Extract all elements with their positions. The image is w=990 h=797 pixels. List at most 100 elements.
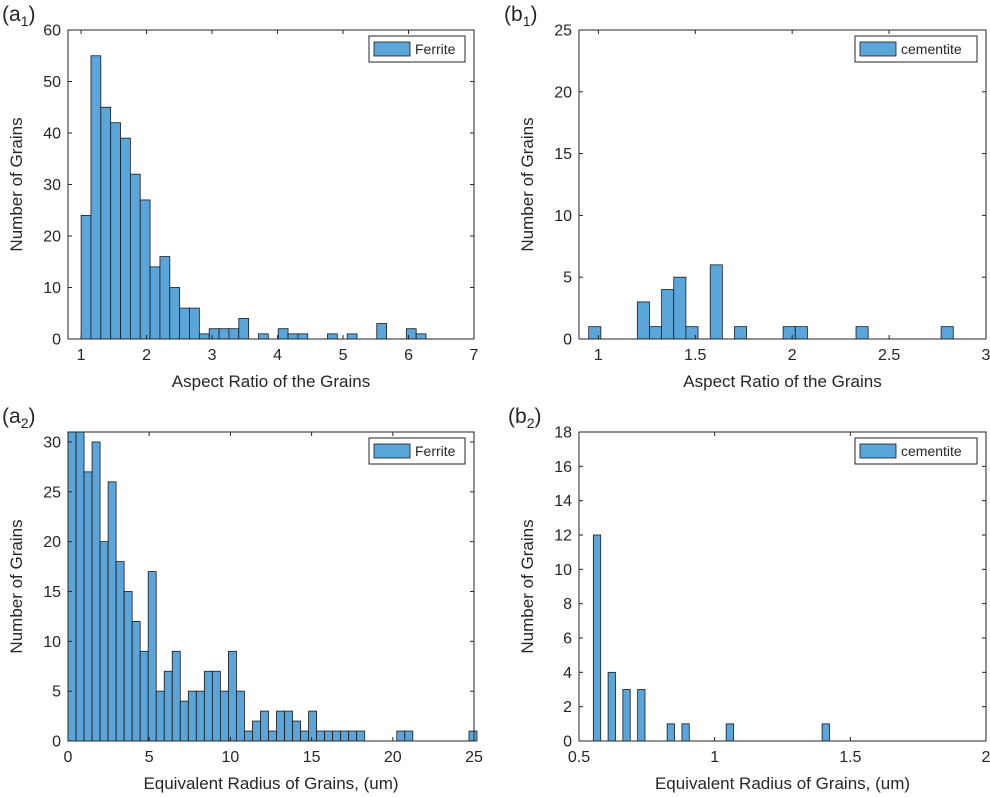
y-tick-label: 10 — [554, 208, 572, 225]
histogram-bar — [268, 730, 277, 742]
axes-box — [578, 29, 987, 340]
histogram-bar — [277, 328, 289, 340]
y-tick-label: 10 — [554, 562, 572, 579]
legend-swatch — [859, 443, 897, 459]
histogram-bar — [415, 333, 427, 340]
histogram-bar — [169, 287, 181, 340]
legend-label: cementite — [901, 41, 962, 57]
histogram-bar — [83, 471, 93, 742]
x-tick-label: 2 — [142, 347, 151, 364]
bars — [67, 431, 478, 742]
y-tick-label: 25 — [554, 23, 572, 40]
legend: Ferrite — [368, 437, 466, 465]
histogram-bar — [666, 723, 675, 742]
histogram-bar — [258, 333, 269, 340]
y-tick-label: 25 — [43, 484, 61, 501]
histogram-bar — [661, 289, 675, 340]
histogram-bar — [218, 328, 230, 340]
histogram-bar — [636, 301, 650, 340]
y-axis-label: Number of Grains — [7, 117, 26, 251]
legend: cementite — [854, 437, 978, 465]
histogram-bar — [208, 328, 220, 340]
histogram-bar — [131, 620, 141, 742]
y-axis-label: Number of Grains — [518, 519, 537, 653]
y-tick-label: 60 — [43, 23, 61, 40]
histogram-bar — [297, 333, 309, 340]
y-tick-label: 8 — [563, 596, 572, 613]
y-tick-label: 0 — [52, 332, 61, 349]
histogram-bar — [155, 690, 165, 742]
y-tick-label: 20 — [554, 84, 572, 101]
histogram-bar — [300, 730, 309, 742]
panel-b2-label: (b2) — [508, 405, 541, 431]
legend-swatch — [373, 443, 411, 459]
x-tick-label: 20 — [384, 749, 402, 766]
x-tick-label: 3 — [982, 347, 990, 364]
histogram-bar — [179, 700, 189, 742]
histogram-bar — [260, 710, 269, 742]
x-tick-label: 2 — [982, 749, 990, 766]
x-tick-label: 5 — [145, 749, 154, 766]
histogram-bar — [244, 730, 253, 742]
legend: cementite — [854, 35, 978, 63]
histogram-bar — [123, 591, 133, 742]
y-tick-label: 18 — [554, 425, 572, 442]
y-tick-label: 30 — [43, 434, 61, 451]
histogram-bar — [468, 730, 478, 742]
y-tick-label: 15 — [43, 584, 61, 601]
histogram-bar — [147, 571, 157, 742]
histogram-bar — [607, 671, 616, 742]
panel-a2-label: (a2) — [2, 405, 35, 431]
histogram-bar — [238, 317, 250, 340]
histogram-bar — [673, 276, 687, 340]
y-axis-label: Number of Grains — [7, 519, 26, 653]
x-axis-label: Equivalent Radius of Grains, (um) — [143, 774, 398, 793]
y-tick-label: 15 — [554, 146, 572, 163]
histogram-bar — [405, 328, 417, 340]
histogram-bar — [67, 431, 77, 742]
histogram-bar — [129, 173, 141, 340]
histogram-bar — [107, 481, 117, 742]
axes-box — [578, 431, 987, 742]
histogram-bar — [346, 333, 358, 340]
histogram-bar — [685, 326, 699, 340]
panel-b1-label: (b1) — [504, 3, 537, 29]
histogram-bar — [171, 650, 181, 742]
histogram-bar — [681, 723, 690, 742]
histogram-bar — [120, 137, 131, 340]
histogram-bar — [709, 264, 723, 340]
y-tick-label: 14 — [554, 493, 572, 510]
histogram-bar — [90, 55, 102, 340]
histogram-bar — [91, 441, 101, 742]
histogram-bar — [324, 730, 334, 742]
bars — [588, 264, 954, 340]
histogram-bar — [195, 690, 205, 742]
histogram-bar — [637, 689, 646, 742]
histogram-bar — [219, 690, 229, 742]
x-tick-label: 5 — [339, 347, 348, 364]
histogram-bar — [203, 670, 213, 742]
histogram-bar — [163, 670, 173, 742]
y-tick-label: 20 — [43, 229, 61, 246]
x-tick-label: 2.5 — [878, 347, 900, 364]
histogram-bar — [588, 326, 602, 340]
legend-label: Ferrite — [415, 41, 456, 57]
histogram-bar — [404, 730, 414, 742]
legend-label: cementite — [901, 443, 962, 459]
x-tick-label: 10 — [222, 749, 240, 766]
histogram-bar — [252, 720, 261, 742]
x-tick-label: 0.5 — [568, 749, 590, 766]
x-tick-label: 6 — [404, 347, 413, 364]
histogram-bar — [284, 710, 293, 742]
x-tick-label: 1.5 — [839, 749, 861, 766]
y-tick-label: 16 — [554, 459, 572, 476]
x-tick-label: 15 — [303, 749, 321, 766]
panel-a1-label: (a1) — [2, 3, 35, 29]
histogram-bar — [110, 122, 121, 340]
y-tick-label: 30 — [43, 177, 61, 194]
x-tick-label: 1.5 — [684, 347, 706, 364]
histogram-bar — [211, 670, 221, 742]
histogram-bar — [179, 307, 190, 340]
y-tick-label: 5 — [52, 684, 61, 701]
